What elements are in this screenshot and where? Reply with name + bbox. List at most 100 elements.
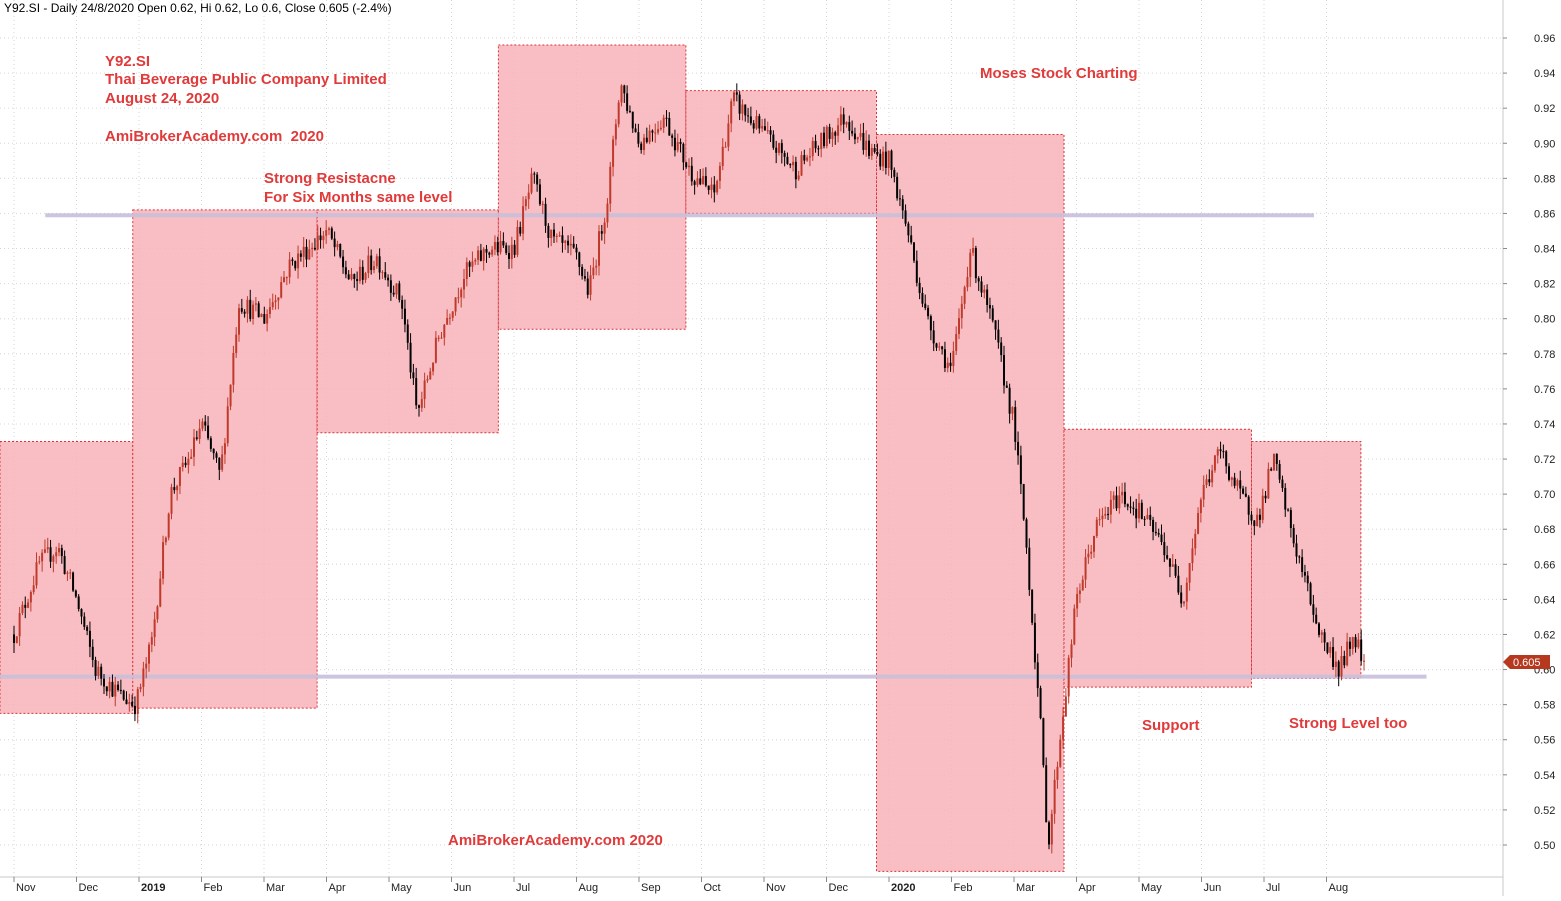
- candle-body: [226, 406, 229, 444]
- x-tick-label: Oct: [704, 882, 721, 894]
- candle-body: [1101, 515, 1104, 520]
- candle-body: [479, 250, 482, 261]
- candle-body: [201, 421, 204, 429]
- candle-body: [1070, 644, 1073, 658]
- candle-body: [808, 156, 811, 158]
- y-tick-label: 0.96: [1534, 33, 1555, 45]
- candle-body: [176, 485, 179, 491]
- candle-body: [848, 122, 851, 131]
- candle-body: [533, 173, 536, 175]
- candle-body: [991, 308, 994, 321]
- candle-body: [1090, 551, 1093, 554]
- candle-body: [1042, 718, 1045, 766]
- range-box: [497, 44, 687, 330]
- candle-body: [145, 663, 148, 669]
- resistance-label: Strong Resistacne: [264, 170, 396, 187]
- candle-body: [1281, 479, 1284, 488]
- y-tick-label: 0.76: [1534, 384, 1555, 396]
- candle-body: [530, 173, 533, 193]
- candle-body: [257, 303, 260, 318]
- candle-body: [387, 277, 390, 281]
- candle-body: [448, 317, 451, 319]
- candle-body: [508, 252, 510, 259]
- y-tick-label: 0.68: [1534, 524, 1555, 536]
- candle-body: [1067, 657, 1070, 697]
- candle-body: [150, 637, 153, 645]
- candle-body: [1258, 514, 1261, 520]
- candle-body: [538, 184, 541, 205]
- candle-body: [465, 262, 468, 279]
- candle-body: [1230, 477, 1233, 480]
- candle-body: [1298, 556, 1301, 558]
- candle-body: [578, 252, 581, 267]
- x-tick-label: Feb: [204, 882, 223, 894]
- candle-body: [1129, 506, 1132, 508]
- candle-body: [1219, 449, 1222, 452]
- candle-body: [1354, 637, 1357, 648]
- candle-body: [828, 126, 831, 139]
- candle-body: [1343, 655, 1346, 666]
- candle-body: [471, 261, 474, 267]
- candle-body: [654, 132, 657, 134]
- candle-body: [198, 428, 201, 439]
- candle-body: [1295, 543, 1298, 557]
- candle-body: [1264, 495, 1267, 499]
- candle-body: [280, 282, 283, 298]
- candle-body: [733, 92, 735, 102]
- candle-body: [209, 438, 212, 449]
- candle-body: [111, 681, 114, 697]
- candle-body: [519, 226, 522, 234]
- candle-body: [935, 343, 938, 348]
- candle-body: [1216, 449, 1219, 456]
- level-lines: [0, 213, 1427, 679]
- candle-body: [1205, 479, 1208, 485]
- candle-body: [772, 134, 775, 148]
- candle-body: [1292, 527, 1295, 544]
- candle-body: [657, 129, 660, 133]
- candle-body: [409, 342, 412, 373]
- candle-body: [271, 302, 274, 308]
- candle-body: [1087, 553, 1090, 558]
- candle-body: [437, 337, 440, 339]
- candle-body: [254, 303, 257, 305]
- candle-body: [13, 634, 15, 643]
- candle-body: [707, 185, 710, 190]
- candle-body: [384, 272, 387, 278]
- candle-body: [1149, 514, 1152, 520]
- candle-body: [1278, 464, 1281, 480]
- candle-body: [966, 276, 969, 288]
- candle-body: [730, 101, 733, 124]
- y-tick-label: 0.66: [1534, 559, 1555, 571]
- candle-body: [240, 308, 243, 312]
- candle-body: [817, 148, 820, 150]
- candle-body: [806, 157, 809, 161]
- x-tick-label: Apr: [1079, 882, 1096, 894]
- candle-body: [958, 318, 960, 334]
- candle-body: [415, 378, 418, 406]
- candle-body: [195, 437, 198, 439]
- candle-body: [249, 299, 252, 319]
- candle-body: [454, 297, 457, 312]
- candle-body: [423, 380, 426, 400]
- candle-body: [27, 602, 30, 608]
- candle-body: [887, 150, 890, 168]
- candle-body: [406, 324, 409, 343]
- candle-body: [114, 684, 117, 697]
- candle-body: [586, 278, 589, 295]
- candle-body: [1019, 455, 1022, 485]
- y-tick-label: 0.62: [1534, 629, 1555, 641]
- candle-body: [561, 235, 564, 243]
- candle-body: [1267, 468, 1270, 499]
- candle-body: [510, 244, 513, 259]
- candle-body: [1059, 739, 1062, 767]
- x-tick-label: Mar: [266, 882, 285, 894]
- candle-body: [918, 282, 921, 294]
- candle-body: [1233, 477, 1236, 486]
- candle-body: [440, 337, 443, 339]
- candle-body: [488, 252, 491, 255]
- candle-body: [1143, 518, 1146, 520]
- x-tick-label: May: [391, 882, 412, 894]
- candle-body: [1140, 502, 1143, 519]
- candle-body: [814, 140, 817, 149]
- candle-body: [882, 151, 885, 167]
